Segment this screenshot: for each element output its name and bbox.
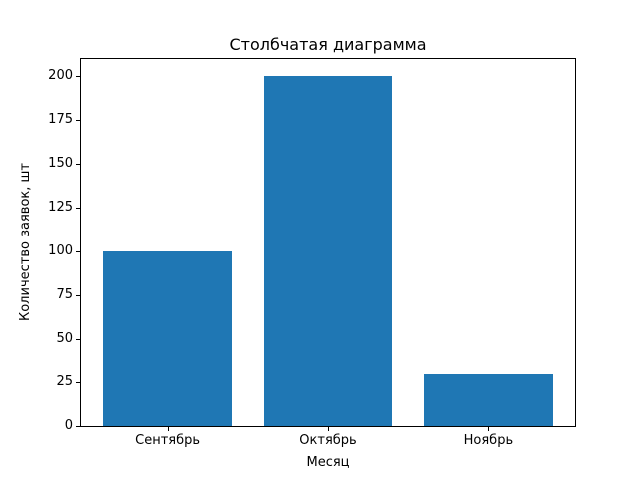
y-tick-mark-150 [76, 163, 80, 165]
y-tick-mark-100 [76, 251, 80, 253]
y-tick-mark-175 [76, 120, 80, 122]
bar-1-Октябрь [263, 76, 393, 426]
y-tick-label-50: 50 [56, 330, 73, 346]
y-tick-label-75: 75 [56, 286, 73, 302]
plot-area [80, 58, 576, 427]
bar-2-Ноябрь [424, 373, 553, 426]
y-tick-label-150: 150 [48, 155, 73, 171]
chart-title: Столбчатая диаграмма [229, 35, 427, 54]
y-tick-mark-50 [76, 338, 80, 340]
x-tick-mark-2 [488, 427, 490, 431]
x-tick-mark-0 [167, 427, 169, 431]
x-tick-mark-1 [328, 427, 329, 431]
y-tick-label-175: 175 [48, 112, 73, 128]
x-tick-label-2: Ноябрь [463, 433, 514, 448]
y-tick-label-25: 25 [56, 374, 73, 390]
y-tick-mark-200 [76, 76, 80, 78]
y-tick-mark-0 [76, 426, 80, 427]
y-axis-label: Количество заявок, шт [18, 163, 33, 322]
y-tick-label-100: 100 [48, 243, 73, 259]
y-tick-mark-25 [76, 382, 80, 384]
x-axis-label: Месяц [306, 455, 350, 470]
y-tick-label-0: 0 [64, 418, 73, 433]
y-tick-mark-125 [76, 207, 80, 209]
x-tick-label-0: Сентябрь [135, 433, 201, 448]
bar-0-Сентябрь [103, 251, 232, 426]
y-tick-mark-75 [76, 294, 80, 296]
y-tick-label-200: 200 [48, 68, 73, 84]
x-tick-label-1: Октябрь [299, 433, 357, 448]
y-tick-label-125: 125 [48, 199, 73, 215]
